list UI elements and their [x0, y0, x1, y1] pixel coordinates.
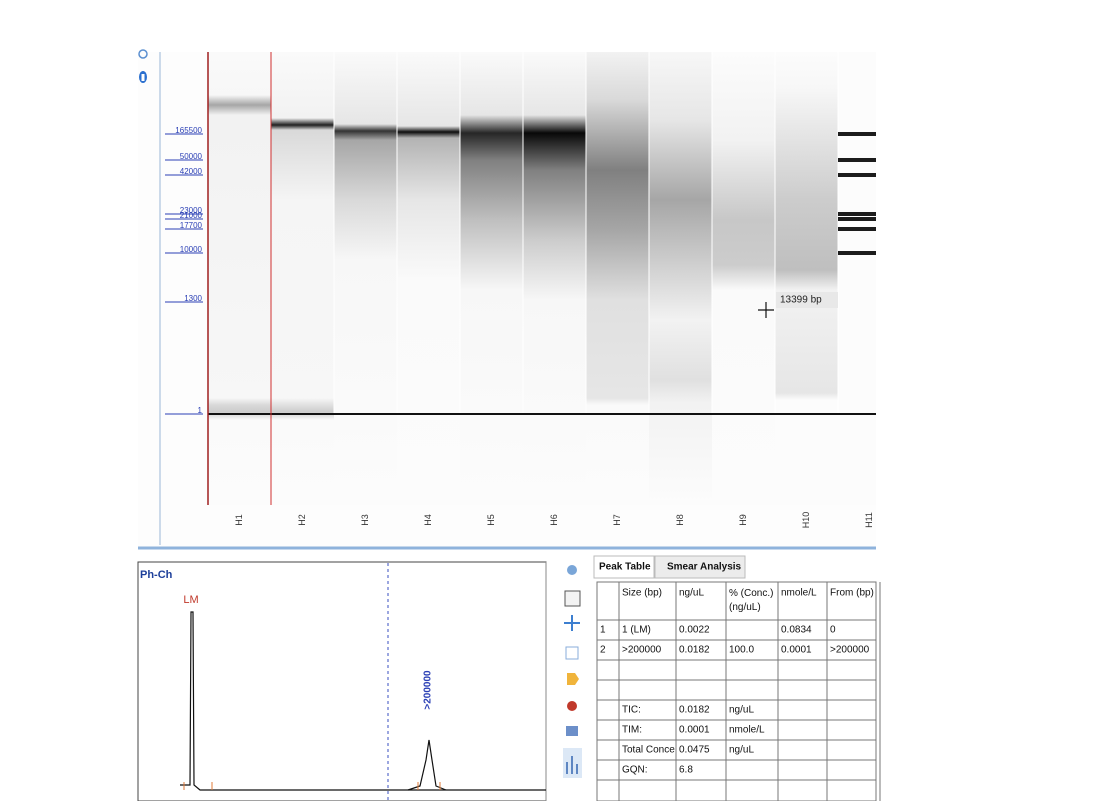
summary-label: TIM: [622, 725, 642, 736]
tooltip [776, 292, 838, 308]
lane[interactable] [271, 52, 334, 505]
lane[interactable] [523, 52, 586, 505]
chart-tool[interactable] [565, 646, 579, 660]
table-cell: 0.0834 [781, 625, 812, 636]
tab[interactable] [593, 555, 655, 579]
lane[interactable] [586, 52, 649, 505]
band [838, 173, 876, 177]
toolbar [563, 565, 582, 778]
ladder-label: 21000 [180, 211, 203, 220]
trace [180, 611, 546, 791]
tooltip-text: 13399 bp [780, 295, 822, 306]
ladder-label: 1300 [184, 294, 202, 303]
ladder-label: 42000 [180, 167, 203, 176]
lane-label: H3 [360, 514, 370, 526]
peak-table: Peak Table Smear Analysis Size (bp) ng/uL % … [593, 555, 881, 801]
column-header: From (bp) [830, 588, 874, 599]
ladder-label: 50000 [180, 152, 203, 161]
summary-label: GQN: [622, 765, 648, 776]
summary-value: 0.0001 [679, 725, 710, 736]
tag-tool[interactable] [567, 673, 579, 685]
tab[interactable] [654, 555, 746, 579]
table-cell: 0.0001 [781, 645, 812, 656]
lane-label: H5 [486, 514, 496, 526]
lane[interactable] [208, 52, 271, 505]
lane-label: H6 [549, 514, 559, 526]
gel: H1 H2 H3 H4 H5 H6 H7 H8 H9 H10 H11 165500 50000 42000… [165, 52, 876, 529]
move-tool[interactable] [564, 615, 580, 631]
lane-label: H4 [423, 514, 433, 526]
summary-label: TIC: [622, 705, 641, 716]
summary-value: 0.0475 [679, 745, 710, 756]
column-header: nmole/L [781, 588, 817, 599]
cursor [758, 302, 774, 318]
info-icon-glyph [141, 74, 145, 81]
summary-unit: ng/uL [729, 705, 754, 716]
table-cell: 0.0022 [679, 625, 710, 636]
table-cell: 100.0 [729, 645, 754, 656]
peak-label: LM [183, 594, 198, 606]
edit-tool[interactable] [566, 726, 578, 736]
column-header: % (Conc.) (ng/uL) [729, 588, 773, 613]
summary-value: 6.8 [679, 765, 693, 776]
peak-tool [566, 756, 578, 774]
table-cell: >200000 [622, 645, 662, 656]
lane-label: H1 [234, 514, 244, 526]
ladder-label: 23000 [180, 206, 203, 215]
band [838, 132, 876, 136]
band [838, 227, 876, 231]
summary-value: 0.0182 [679, 705, 710, 716]
tab-label[interactable]: Peak Table [599, 562, 651, 573]
marker-label: >200000 [423, 670, 434, 710]
column-header: Size (bp) [622, 588, 662, 599]
lane[interactable] [838, 52, 876, 505]
band [838, 251, 876, 255]
ladder-label: 10000 [180, 245, 203, 254]
table-cell: 2 [600, 645, 606, 656]
band [838, 217, 876, 221]
panel-title: Ph-Ch [140, 569, 173, 581]
summary-unit: nmole/L [729, 725, 765, 736]
icon[interactable] [138, 49, 148, 59]
ladder-label: 165500 [175, 126, 202, 135]
zoom-tool[interactable] [567, 565, 577, 575]
table-cell: >200000 [830, 645, 870, 656]
lane[interactable] [712, 52, 775, 505]
trace-peak [407, 739, 447, 791]
ladder-label: 17700 [180, 221, 203, 230]
lane[interactable] [775, 52, 838, 505]
summary-label: Total Conce [622, 745, 675, 756]
lane-label: H8 [675, 514, 685, 526]
lane-label: H7 [612, 514, 622, 526]
band [838, 212, 876, 216]
band [838, 158, 876, 162]
electropherogram-panel [137, 561, 547, 801]
lane[interactable] [460, 52, 523, 505]
ladder-label: 1 [198, 406, 203, 415]
summary-unit: ng/uL [729, 745, 754, 756]
lane-label: H10 [801, 512, 811, 529]
pan-tool[interactable] [564, 590, 581, 607]
lane-label: H11 [864, 512, 874, 528]
lane[interactable] [397, 52, 460, 505]
table-cell: 1 [600, 625, 606, 636]
color-tool[interactable] [567, 701, 577, 711]
table-cell: 0 [830, 625, 836, 636]
table-cell: 1 (LM) [622, 625, 651, 636]
lane-label: H9 [738, 514, 748, 526]
table-cell: 0.0182 [679, 645, 710, 656]
lane[interactable] [649, 52, 712, 505]
column-header: ng/uL [679, 588, 704, 599]
lane-label: H2 [297, 514, 307, 526]
lane[interactable] [334, 52, 397, 505]
tab-label[interactable]: Smear Analysis [667, 562, 742, 573]
